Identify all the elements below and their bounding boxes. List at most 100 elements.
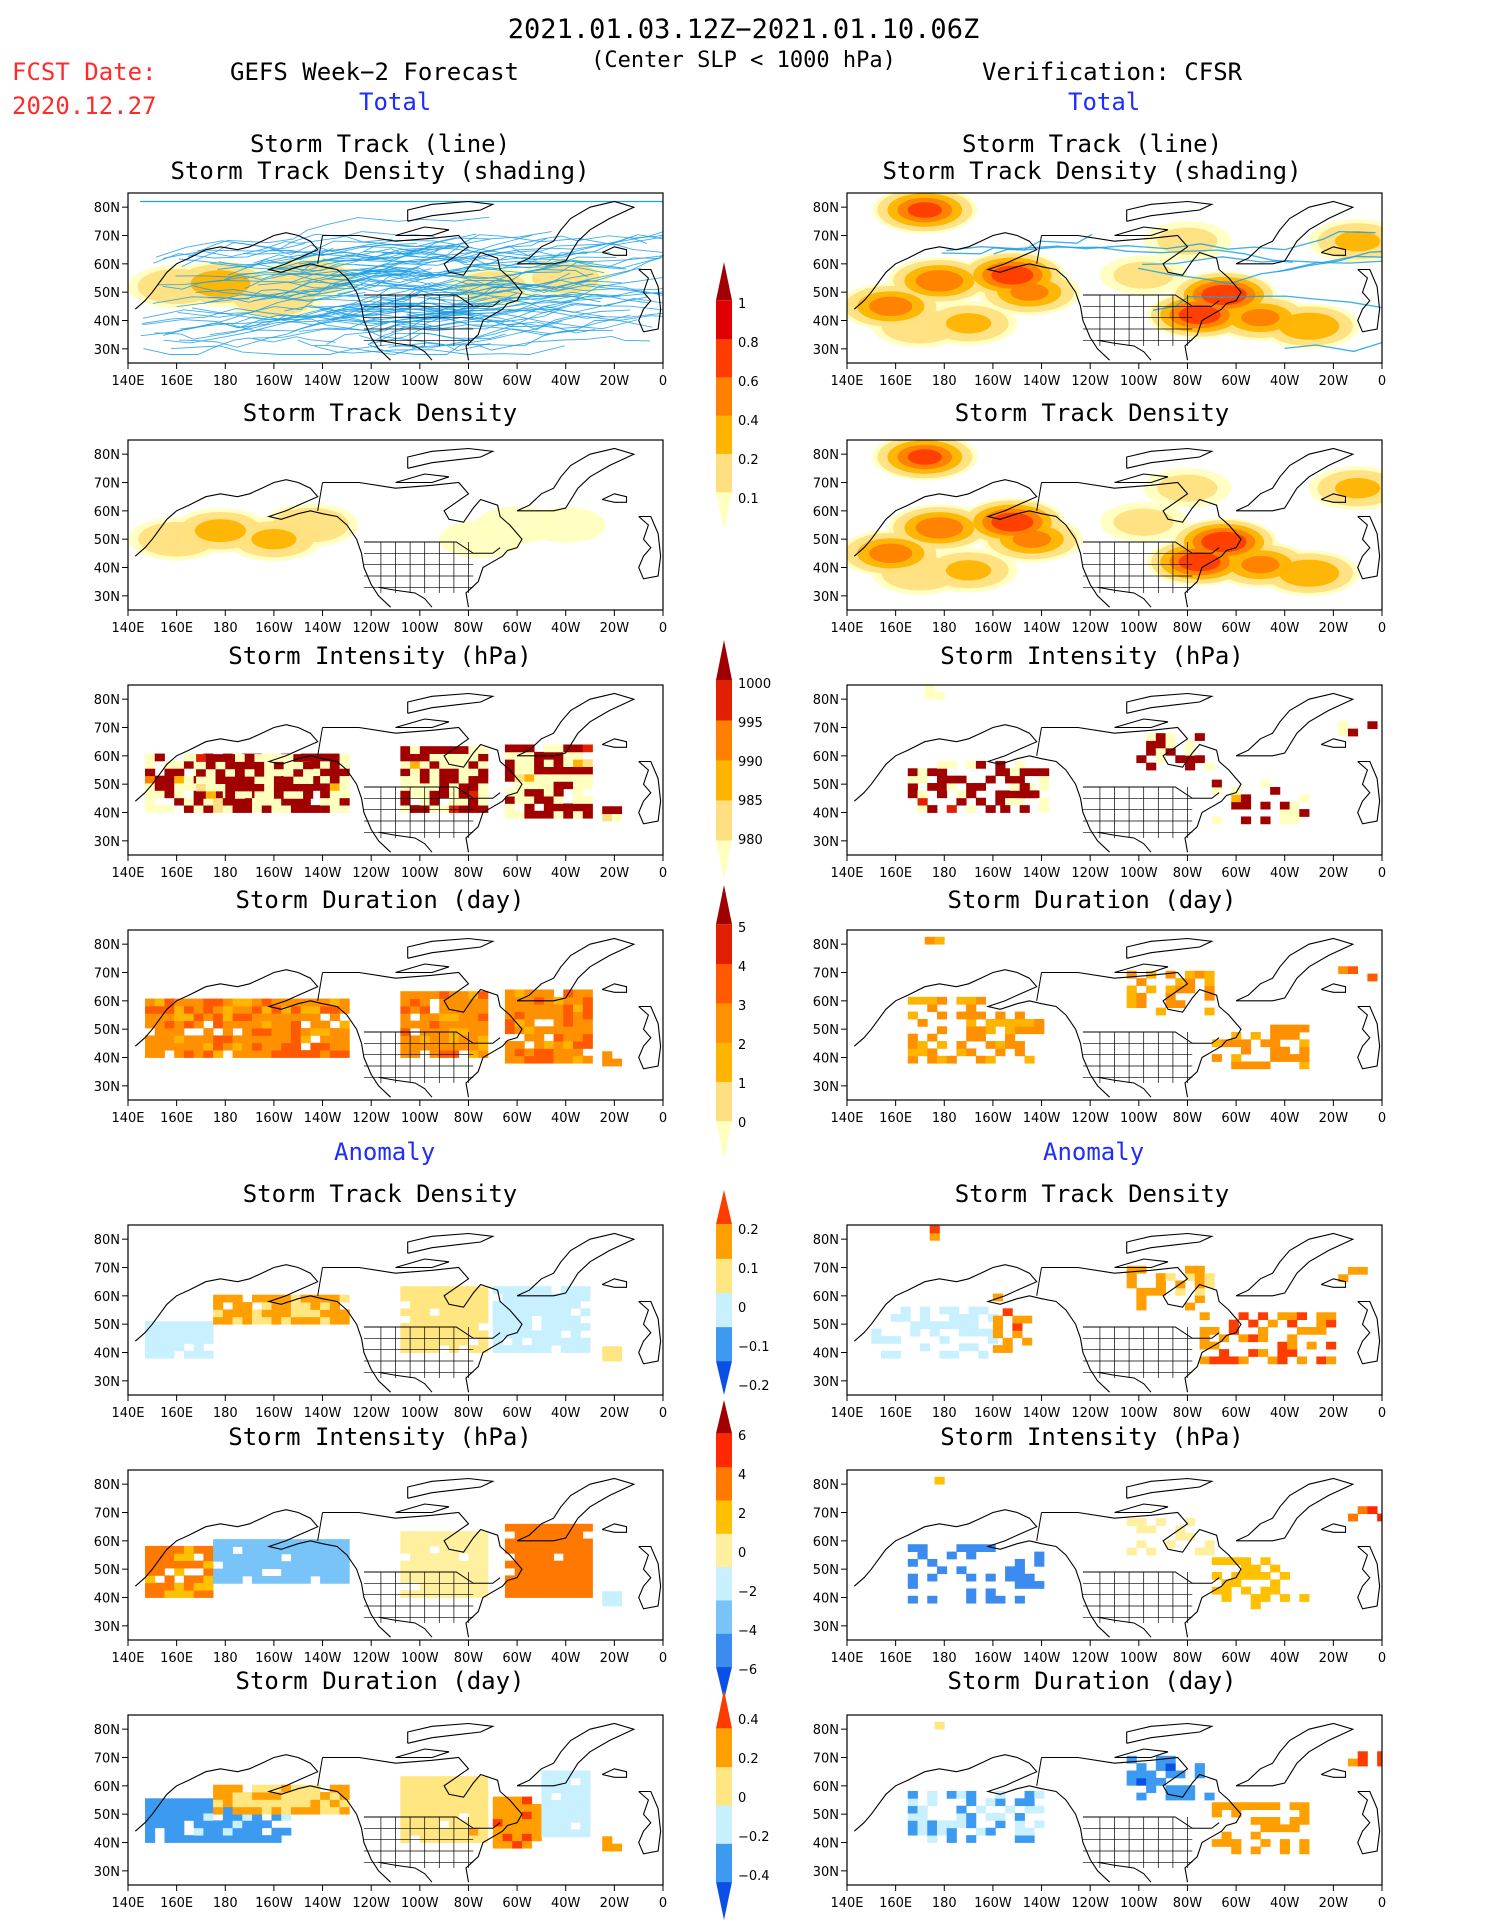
grid-cell bbox=[570, 1807, 581, 1816]
grid-cell bbox=[164, 768, 175, 777]
colorbar-swatch bbox=[716, 1081, 732, 1122]
grid-cell bbox=[1136, 1777, 1147, 1786]
grid-cell bbox=[419, 1308, 430, 1317]
grid-cell bbox=[514, 796, 525, 804]
grid-cell bbox=[339, 797, 350, 806]
grid-cell bbox=[478, 1545, 489, 1554]
grid-cell bbox=[1316, 1356, 1327, 1365]
grid-cell bbox=[521, 1315, 533, 1324]
grid-cell bbox=[458, 998, 469, 1007]
map-frame bbox=[846, 439, 1383, 611]
lon-tick-label: 0 bbox=[659, 621, 667, 636]
lon-tick-label: 160E bbox=[879, 374, 912, 389]
grid-cell bbox=[439, 1575, 450, 1584]
grid-cell bbox=[145, 1350, 156, 1359]
grid-cell bbox=[164, 1350, 175, 1359]
density-contour bbox=[907, 449, 942, 465]
storm-track-line bbox=[376, 272, 571, 288]
grid-cell bbox=[504, 1026, 516, 1035]
colorbar-label: −0.4 bbox=[738, 1869, 770, 1884]
grid-cell bbox=[419, 1293, 430, 1302]
lon-tick-label: 40W bbox=[551, 866, 581, 881]
grid-cell bbox=[174, 1560, 185, 1569]
grid-cell bbox=[478, 1783, 489, 1792]
lon-tick-label: 140E bbox=[111, 866, 144, 881]
grid-cell bbox=[154, 1820, 165, 1829]
lon-tick-label: 120W bbox=[1071, 1896, 1109, 1911]
grid-cell bbox=[468, 1315, 479, 1324]
lon-tick-label: 140W bbox=[304, 1896, 342, 1911]
lon-tick-label: 160W bbox=[974, 374, 1012, 389]
grid-cell bbox=[429, 1345, 440, 1353]
grid-cell bbox=[205, 761, 216, 770]
coastline bbox=[1357, 1300, 1381, 1365]
grid-cell bbox=[543, 1545, 554, 1554]
lon-tick-label: 0 bbox=[659, 374, 667, 389]
grid-cell bbox=[514, 1545, 525, 1554]
lon-tick-label: 160E bbox=[879, 1111, 912, 1126]
coastline bbox=[1126, 692, 1214, 714]
lon-tick-label: 160W bbox=[255, 1406, 293, 1421]
grid-cell bbox=[1240, 794, 1252, 803]
lat-tick-label: 80N bbox=[94, 1478, 120, 1493]
coastline bbox=[1235, 200, 1355, 265]
grid-cell bbox=[213, 1302, 224, 1310]
grid-cell bbox=[458, 753, 469, 762]
grid-cell bbox=[956, 775, 967, 784]
density-contour bbox=[1012, 530, 1052, 548]
grid-cell bbox=[917, 1041, 928, 1049]
grid-cell bbox=[927, 1835, 938, 1843]
grid-cell bbox=[429, 1293, 440, 1302]
grid-cell bbox=[917, 790, 928, 799]
lon-tick-label: 160E bbox=[160, 1651, 193, 1666]
grid-cell bbox=[429, 1835, 440, 1843]
grid-cell bbox=[611, 1353, 623, 1362]
lon-tick-label: 80W bbox=[454, 866, 484, 881]
grid-cell bbox=[1185, 755, 1196, 764]
colorbar-label: 995 bbox=[738, 716, 763, 731]
grid-cell bbox=[235, 768, 246, 777]
grid-cell bbox=[524, 1018, 535, 1027]
grid-cell bbox=[339, 1568, 350, 1577]
grid-cell bbox=[154, 1028, 165, 1036]
grid-cell bbox=[290, 1568, 302, 1577]
grid-cell bbox=[449, 1286, 460, 1294]
grid-cell bbox=[1014, 1026, 1025, 1035]
colorbar-label: 1 bbox=[738, 297, 746, 312]
grid-cell bbox=[917, 1551, 928, 1560]
grid-cell bbox=[252, 1799, 263, 1808]
grid-cell bbox=[203, 1820, 214, 1829]
grid-cell bbox=[232, 1035, 243, 1044]
colorbar-swatch bbox=[716, 376, 732, 416]
grid-cell bbox=[551, 1308, 562, 1317]
grid-cell bbox=[1039, 768, 1050, 777]
grid-cell bbox=[339, 1546, 350, 1555]
grid-cell bbox=[293, 790, 304, 799]
coastline bbox=[1114, 1748, 1169, 1759]
lon-tick-label: 40W bbox=[1270, 374, 1300, 389]
grid-cell bbox=[458, 1013, 469, 1022]
lat-tick-label: 70N bbox=[94, 722, 120, 737]
grid-cell bbox=[449, 746, 460, 754]
grid-cell bbox=[320, 753, 331, 762]
grid-cell bbox=[164, 1545, 175, 1554]
grid-cell bbox=[261, 1784, 272, 1793]
grid-cell bbox=[300, 1013, 311, 1022]
grid-cell bbox=[580, 1800, 591, 1808]
coastline bbox=[322, 1511, 523, 1638]
grid-cell bbox=[458, 1827, 469, 1836]
grid-cell bbox=[1136, 1287, 1147, 1296]
grid-cell bbox=[573, 1553, 584, 1562]
coastline bbox=[395, 963, 450, 974]
lat-tick-label: 40N bbox=[813, 1837, 839, 1852]
grid-cell bbox=[183, 1590, 195, 1598]
grid-cell bbox=[1014, 1813, 1025, 1821]
density-contour bbox=[991, 512, 1034, 532]
grid-cell bbox=[164, 1013, 175, 1022]
country-border bbox=[1097, 1076, 1152, 1098]
grid-cell bbox=[534, 1568, 545, 1576]
grid-cell bbox=[320, 1035, 331, 1044]
grid-cell bbox=[290, 1539, 302, 1547]
grid-cell bbox=[1126, 1000, 1137, 1009]
